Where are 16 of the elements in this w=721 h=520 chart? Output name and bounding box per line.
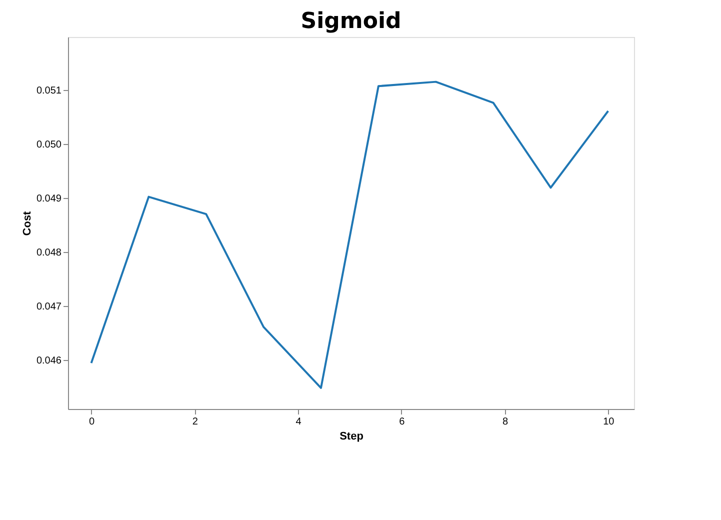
y-tick-label: 0.051 [36,85,62,96]
y-tick-label: 0.047 [36,301,62,312]
x-tick-label: 2 [192,416,198,428]
x-tick-label: 4 [296,416,302,428]
y-tick-label: 0.049 [36,193,62,204]
x-tick-label: 8 [502,416,508,428]
y-tick-label: 0.048 [36,247,62,258]
x-tick-label: 0 [88,416,95,428]
x-tick-label: 10 [603,416,615,428]
y-tick-label: 0.046 [36,355,62,366]
y-tick-label: 0.050 [36,139,62,150]
chart-title: Sigmoid [300,9,402,34]
x-tick-label: 6 [399,416,406,428]
x-axis-title: Step [340,430,364,442]
line-series [90,80,610,389]
y-axis-title: Cost [21,210,34,236]
